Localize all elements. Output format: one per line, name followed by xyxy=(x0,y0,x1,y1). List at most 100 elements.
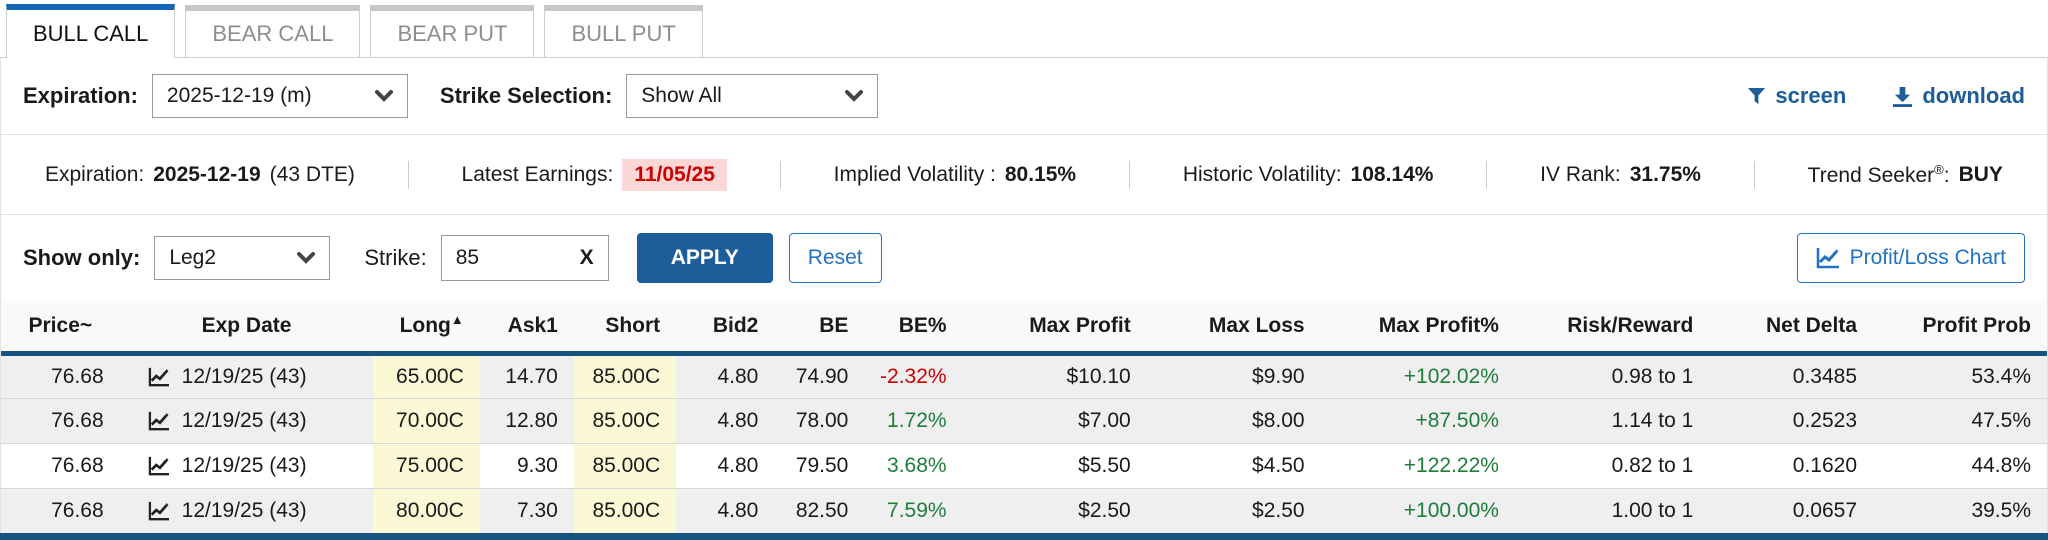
col-header-max-profit-pct[interactable]: Max Profit% xyxy=(1320,301,1515,356)
cell-max-profit: $5.50 xyxy=(962,443,1147,488)
cell-profit-prob: 53.4% xyxy=(1873,353,2047,398)
download-button[interactable]: download xyxy=(1892,83,2025,109)
cell-max-profit-pct-text: +87.50% xyxy=(1415,408,1499,432)
col-header-short[interactable]: Short xyxy=(573,301,677,356)
col-header-be-pct[interactable]: BE% xyxy=(864,301,963,356)
strike-input[interactable]: 85 X xyxy=(440,235,609,281)
col-header-long[interactable]: Long▲ xyxy=(373,301,480,356)
strike-selection-value: Show All xyxy=(641,84,722,107)
line-chart-icon[interactable] xyxy=(148,501,170,521)
stat-iv-rank-value: 31.75% xyxy=(1629,162,1701,186)
line-chart-icon[interactable] xyxy=(148,456,170,476)
exp-date-text: 12/19/25 (43) xyxy=(181,453,307,477)
col-header-ask1[interactable]: Ask1 xyxy=(479,301,574,356)
cell-max-profit-text: $2.50 xyxy=(1078,498,1131,522)
tab-bear-call[interactable]: BEAR CALL xyxy=(185,5,361,57)
download-icon xyxy=(1892,86,1913,107)
cell-profit-prob: 39.5% xyxy=(1873,488,2047,533)
line-chart-icon[interactable] xyxy=(148,411,170,431)
cell-profit-prob-text: 39.5% xyxy=(1971,498,2031,522)
col-header-profit-prob[interactable]: Profit Prob xyxy=(1873,301,2047,356)
stat-hv-value: 108.14% xyxy=(1350,162,1434,186)
cell-max-loss-text: $9.90 xyxy=(1252,364,1305,388)
cell-short-text: 85.00C xyxy=(592,364,661,388)
stat-trend-seeker-value: BUY xyxy=(1958,162,2003,186)
cell-be: 74.90 xyxy=(774,353,865,398)
stat-implied-volatility: Implied Volatility : 80.15% xyxy=(834,163,1076,187)
cell-ask1: 14.70 xyxy=(479,353,574,398)
table-row: 76.68 12/19/25 (43) 75.00C 9.30 85.00C 4.80 79… xyxy=(1,443,2047,488)
tab-bear-put[interactable]: BEAR PUT xyxy=(370,5,535,57)
cell-price: 76.68 xyxy=(1,443,120,488)
line-chart-icon[interactable] xyxy=(148,367,170,387)
tab-bull-put[interactable]: BULL PUT xyxy=(544,5,703,57)
cell-price-text: 76.68 xyxy=(51,453,104,477)
cell-bid2-text: 4.80 xyxy=(717,498,759,522)
show-only-select[interactable]: Leg2 xyxy=(154,236,331,280)
cell-long: 80.00C xyxy=(373,488,480,533)
cell-be-pct-text: 3.68% xyxy=(887,453,947,477)
cell-max-profit-pct: +102.02% xyxy=(1320,353,1515,398)
cell-short-text: 85.00C xyxy=(592,453,661,477)
strike-label: Strike: xyxy=(364,245,427,270)
col-header-net-delta[interactable]: Net Delta xyxy=(1709,301,1873,356)
show-only-value: Leg2 xyxy=(169,246,217,269)
controls-row: Expiration: 2025-12-19 (m) Strike Select… xyxy=(1,58,2047,135)
screen-button[interactable]: screen xyxy=(1747,83,1846,109)
col-header-price[interactable]: Price~ xyxy=(1,301,120,356)
cell-risk-reward: 1.00 to 1 xyxy=(1514,488,1710,533)
strike-input-value: 85 xyxy=(455,246,480,269)
col-header-risk-reward[interactable]: Risk/Reward xyxy=(1514,301,1710,356)
cell-bid2-text: 4.80 xyxy=(717,408,759,432)
cell-bid2: 4.80 xyxy=(676,443,775,488)
expiration-select-value: 2025-12-19 (m) xyxy=(166,84,312,107)
cell-bid2: 4.80 xyxy=(676,488,775,533)
cell-net-delta-text: 0.3485 xyxy=(1792,364,1857,388)
cell-net-delta: 0.3485 xyxy=(1709,353,1873,398)
cell-ask1-text: 12.80 xyxy=(505,408,558,432)
cell-net-delta-text: 0.1620 xyxy=(1792,453,1857,477)
cell-be-text: 79.50 xyxy=(795,453,849,477)
stats-row: Expiration: 2025-12-19 (43 DTE) Latest E… xyxy=(1,135,2047,215)
cell-max-loss-text: $8.00 xyxy=(1252,408,1305,432)
chevron-down-icon xyxy=(297,252,316,264)
cell-risk-reward-text: 0.98 to 1 xyxy=(1611,364,1694,388)
col-header-max-loss[interactable]: Max Loss xyxy=(1146,301,1321,356)
cell-risk-reward: 0.82 to 1 xyxy=(1514,443,1710,488)
cell-max-profit-text: $7.00 xyxy=(1078,408,1131,432)
panel-body: Expiration: 2025-12-19 (m) Strike Select… xyxy=(0,58,2048,533)
tab-bull-call[interactable]: BULL CALL xyxy=(6,4,176,58)
stat-earnings-label: Latest Earnings: xyxy=(461,162,614,186)
strategy-tabs: BULL CALL BEAR CALL BEAR PUT BULL PUT xyxy=(0,0,2048,58)
reset-button[interactable]: Reset xyxy=(788,233,882,283)
apply-button[interactable]: APPLY xyxy=(636,233,773,283)
cell-be-pct-text: 1.72% xyxy=(887,408,947,432)
stat-earnings-value: 11/05/25 xyxy=(622,158,727,191)
profit-loss-chart-button[interactable]: Profit/Loss Chart xyxy=(1796,233,2025,283)
line-chart-icon xyxy=(1816,247,1840,269)
chevron-down-icon xyxy=(374,90,393,102)
cell-be-pct: 1.72% xyxy=(864,398,963,443)
controls-right: screen download xyxy=(1747,83,2025,109)
col-header-max-profit[interactable]: Max Profit xyxy=(962,301,1147,356)
cell-short-text: 85.00C xyxy=(592,408,661,432)
cell-short: 85.00C xyxy=(573,353,677,398)
cell-risk-reward-text: 1.00 to 1 xyxy=(1611,498,1694,522)
col-header-be[interactable]: BE xyxy=(774,301,865,356)
cell-ask1-text: 7.30 xyxy=(516,498,558,522)
cell-long: 65.00C xyxy=(373,353,480,398)
cell-max-loss: $2.50 xyxy=(1146,488,1321,533)
expiration-select[interactable]: 2025-12-19 (m) xyxy=(151,74,408,118)
cell-net-delta: 0.0657 xyxy=(1709,488,1873,533)
clear-strike-button[interactable]: X xyxy=(579,246,594,269)
cell-price: 76.68 xyxy=(1,488,120,533)
strike-selection-select[interactable]: Show All xyxy=(626,74,879,118)
screen-label: screen xyxy=(1775,83,1847,108)
stat-hv-label: Historic Volatility: xyxy=(1182,162,1342,186)
cell-bid2: 4.80 xyxy=(676,398,775,443)
cell-net-delta-text: 0.2523 xyxy=(1792,408,1857,432)
col-header-exp-date[interactable]: Exp Date xyxy=(119,301,374,356)
col-header-bid2[interactable]: Bid2 xyxy=(676,301,775,356)
table-row: 76.68 12/19/25 (43) 70.00C 12.80 85.00C 4.80 7… xyxy=(1,398,2047,443)
